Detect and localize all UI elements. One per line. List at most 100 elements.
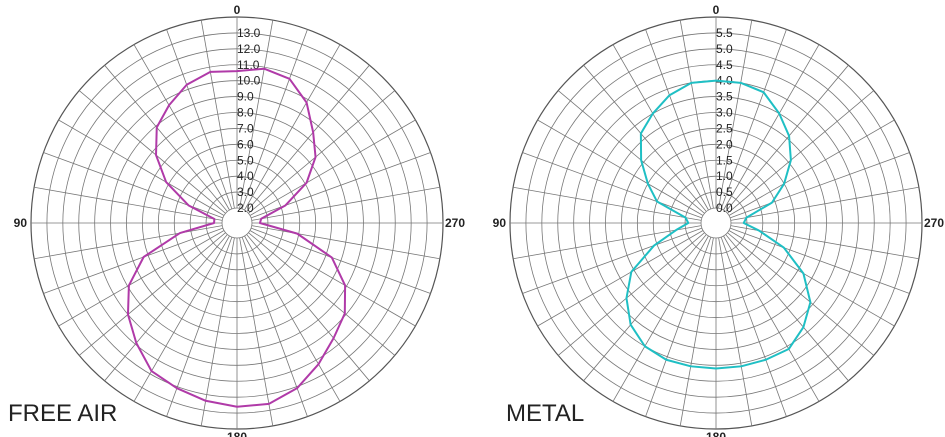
radial-tick-label: 5.0	[716, 42, 733, 56]
series-line	[625, 79, 812, 370]
grid-spoke	[248, 90, 396, 214]
grid-spoke	[537, 119, 704, 216]
grid-spoke	[239, 237, 274, 426]
grid-spoke	[250, 227, 431, 294]
angle-label-180: 180	[227, 430, 247, 437]
radial-tick-label: 3.0	[237, 185, 254, 199]
grid-spoke	[728, 230, 895, 327]
grid-spoke	[246, 64, 370, 212]
grid-spoke	[583, 234, 707, 382]
grid-spoke	[251, 186, 440, 221]
radial-tick-label: 9.0	[237, 90, 254, 104]
series-line	[126, 67, 347, 408]
grid-spoke	[557, 232, 705, 356]
radial-tick-label: 5.0	[237, 153, 254, 167]
grid-spoke	[104, 64, 228, 212]
grid-spoke	[718, 20, 753, 209]
grid-spoke	[104, 234, 228, 382]
grid-spoke	[244, 235, 341, 402]
chart-title-metal: METAL	[506, 400, 585, 427]
grid-spoke	[645, 236, 712, 417]
grid-spoke	[166, 236, 233, 417]
grid-spoke	[679, 20, 714, 209]
grid-spoke	[725, 64, 849, 212]
angle-label-90: 90	[493, 216, 507, 230]
grid-spoke	[730, 186, 919, 221]
grid-spoke	[557, 90, 705, 214]
grid-spoke	[43, 227, 224, 294]
grid-spoke	[251, 225, 440, 260]
radial-tick-label: 4.0	[237, 169, 254, 183]
radial-tick-label: 7.0	[237, 121, 254, 135]
grid-spoke	[241, 236, 308, 417]
grid-spoke	[34, 186, 223, 221]
grid-spoke	[730, 225, 919, 260]
radial-tick-label: 2.0	[716, 137, 733, 151]
grid-spoke	[729, 152, 910, 219]
grid-spoke	[249, 230, 416, 327]
radial-tick-label: 13.0	[237, 26, 261, 40]
grid-spoke	[522, 227, 703, 294]
grid-spoke	[720, 236, 787, 417]
radial-tick-label: 2.0	[237, 201, 254, 215]
grid-spoke	[58, 230, 225, 327]
radial-tick-label: 2.5	[716, 121, 733, 135]
grid-spoke	[679, 237, 714, 426]
grid-spoke	[58, 119, 225, 216]
grid-spoke	[34, 225, 223, 260]
angle-label-0: 0	[234, 3, 241, 17]
radial-tick-label: 3.5	[716, 90, 733, 104]
radial-tick-label: 0.5	[716, 185, 733, 199]
grid-spoke	[200, 237, 235, 426]
grid-spoke	[723, 44, 820, 211]
radial-tick-label: 1.5	[716, 153, 733, 167]
grid-spoke	[537, 230, 704, 327]
polar-chart-free-air: 2.0 3.0 4.0 5.0 6.0 7.08.0 9.0 10.0 11.0 12.0 13.0…	[14, 3, 466, 437]
angle-label-0: 0	[713, 3, 720, 17]
grid-spoke	[200, 20, 235, 209]
angle-label-90: 90	[14, 216, 28, 230]
angle-label-270: 270	[445, 216, 465, 230]
grid-spoke	[133, 235, 230, 402]
grid-spoke	[239, 20, 274, 209]
grid-spoke	[241, 29, 308, 210]
radial-tick-label: 1.0	[716, 169, 733, 183]
radial-tick-label: 12.0	[237, 42, 261, 56]
grid-spoke	[166, 29, 233, 210]
grid-spoke	[645, 29, 712, 210]
grid-spoke	[78, 232, 226, 356]
grid-spoke	[725, 234, 849, 382]
grid-spoke	[246, 234, 370, 382]
grid-spoke	[727, 90, 875, 214]
radial-tick-label: 5.5	[716, 26, 733, 40]
polar-chart-metal: 0.00.51.01.52.02.53.03.54.04.55.05.50901…	[493, 3, 945, 437]
grid-spoke	[729, 227, 910, 294]
grid-spoke	[513, 225, 702, 260]
grid-spoke	[133, 44, 230, 211]
grid-spoke	[522, 152, 703, 219]
grid-spoke	[720, 29, 787, 210]
grid-spoke	[249, 119, 416, 216]
chart-title-free-air: FREE AIR	[8, 400, 118, 427]
grid-spoke	[612, 44, 709, 211]
angle-label-270: 270	[924, 216, 944, 230]
grid-spoke	[513, 186, 702, 221]
grid-spoke	[727, 232, 875, 356]
grid-spoke	[78, 90, 226, 214]
grid-spoke	[583, 64, 707, 212]
grid-spoke	[43, 152, 224, 219]
radial-tick-label: 10.0	[237, 74, 261, 88]
grid-spoke	[612, 235, 709, 402]
grid-spoke	[728, 119, 895, 216]
grid-spoke	[718, 237, 753, 426]
grid-spoke	[248, 232, 396, 356]
radial-tick-label: 6.0	[237, 137, 254, 151]
radial-tick-label: 3.0	[716, 106, 733, 120]
radial-tick-label: 0.0	[716, 201, 733, 215]
radial-tick-label: 4.5	[716, 58, 733, 72]
grid-spoke	[723, 235, 820, 402]
grid-spoke	[244, 44, 341, 211]
grid-spoke	[250, 152, 431, 219]
radial-tick-label: 11.0	[237, 58, 260, 72]
